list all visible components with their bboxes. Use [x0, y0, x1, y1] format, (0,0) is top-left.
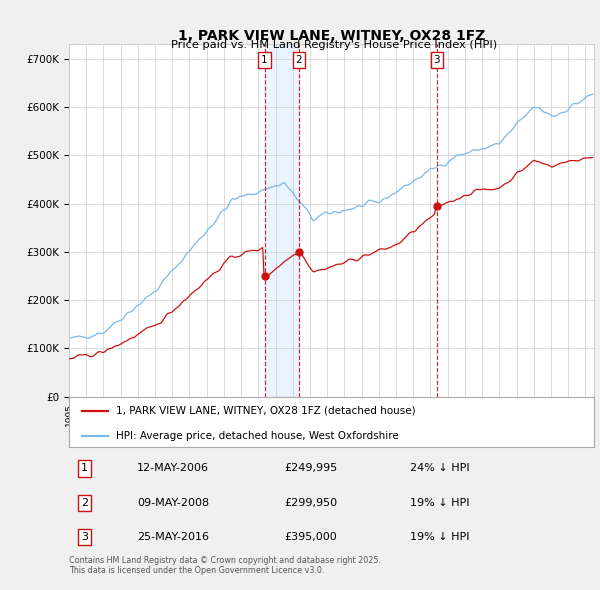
Text: 3: 3: [81, 532, 88, 542]
Bar: [265, 44, 299, 396]
Text: 2: 2: [81, 498, 88, 508]
Text: 12-MAY-2006: 12-MAY-2006: [137, 463, 209, 473]
Text: £395,000: £395,000: [284, 532, 337, 542]
Text: 2: 2: [296, 55, 302, 65]
Text: 19% ↓ HPI: 19% ↓ HPI: [410, 498, 470, 508]
Text: 1: 1: [261, 55, 268, 65]
Text: 3: 3: [434, 55, 440, 65]
Text: 25-MAY-2016: 25-MAY-2016: [137, 532, 209, 542]
Text: 09-MAY-2008: 09-MAY-2008: [137, 498, 209, 508]
Text: 1, PARK VIEW LANE, WITNEY, OX28 1FZ (detached house): 1, PARK VIEW LANE, WITNEY, OX28 1FZ (det…: [116, 406, 416, 416]
Text: 1: 1: [81, 463, 88, 473]
Text: Contains HM Land Registry data © Crown copyright and database right 2025.
This d: Contains HM Land Registry data © Crown c…: [69, 556, 381, 575]
Text: Price paid vs. HM Land Registry's House Price Index (HPI): Price paid vs. HM Land Registry's House …: [171, 40, 497, 50]
Text: 19% ↓ HPI: 19% ↓ HPI: [410, 532, 470, 542]
Text: £299,950: £299,950: [284, 498, 337, 508]
Title: 1, PARK VIEW LANE, WITNEY, OX28 1FZ: 1, PARK VIEW LANE, WITNEY, OX28 1FZ: [178, 29, 485, 43]
Text: HPI: Average price, detached house, West Oxfordshire: HPI: Average price, detached house, West…: [116, 431, 399, 441]
Text: 24% ↓ HPI: 24% ↓ HPI: [410, 463, 470, 473]
Text: £249,995: £249,995: [284, 463, 337, 473]
